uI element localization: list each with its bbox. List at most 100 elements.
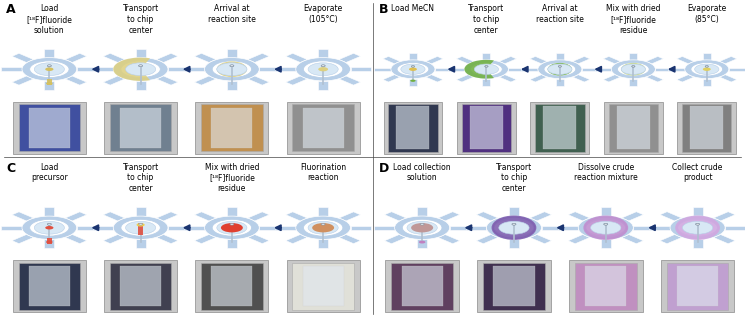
- Text: Evaporate
(85°C): Evaporate (85°C): [687, 4, 726, 24]
- Polygon shape: [676, 56, 694, 64]
- Circle shape: [217, 63, 247, 76]
- Circle shape: [685, 60, 729, 79]
- Polygon shape: [318, 49, 328, 58]
- Circle shape: [471, 62, 502, 76]
- FancyBboxPatch shape: [691, 107, 723, 149]
- Polygon shape: [12, 212, 34, 221]
- Polygon shape: [318, 207, 328, 216]
- Circle shape: [121, 219, 160, 236]
- Polygon shape: [668, 68, 685, 71]
- Polygon shape: [693, 239, 703, 248]
- Text: Fluorination
reaction: Fluorination reaction: [300, 163, 346, 182]
- Circle shape: [485, 66, 488, 67]
- Polygon shape: [375, 68, 391, 71]
- Polygon shape: [77, 67, 98, 71]
- Circle shape: [558, 66, 562, 67]
- Polygon shape: [542, 226, 562, 230]
- Circle shape: [321, 223, 325, 225]
- Polygon shape: [483, 53, 490, 60]
- FancyBboxPatch shape: [110, 262, 171, 310]
- FancyBboxPatch shape: [677, 101, 736, 154]
- Polygon shape: [339, 235, 361, 244]
- Polygon shape: [136, 207, 145, 216]
- Circle shape: [694, 64, 719, 74]
- Polygon shape: [92, 226, 113, 230]
- Polygon shape: [448, 68, 464, 71]
- Circle shape: [48, 65, 51, 67]
- Bar: [47, 238, 52, 244]
- Circle shape: [419, 241, 425, 243]
- Polygon shape: [499, 75, 516, 82]
- FancyBboxPatch shape: [609, 104, 658, 152]
- FancyBboxPatch shape: [391, 262, 453, 310]
- Text: Transport
to chip
center: Transport to chip center: [496, 163, 532, 193]
- Circle shape: [591, 221, 621, 234]
- Polygon shape: [646, 56, 663, 64]
- Polygon shape: [136, 49, 145, 58]
- Ellipse shape: [492, 217, 536, 239]
- FancyBboxPatch shape: [470, 107, 503, 149]
- Circle shape: [494, 219, 533, 236]
- Circle shape: [612, 60, 656, 79]
- Polygon shape: [194, 76, 216, 85]
- FancyBboxPatch shape: [29, 266, 70, 306]
- Circle shape: [420, 223, 424, 225]
- Text: Collect crude
product: Collect crude product: [673, 163, 723, 182]
- Text: Load MeCN: Load MeCN: [391, 4, 434, 13]
- Circle shape: [217, 63, 247, 76]
- Polygon shape: [248, 212, 269, 221]
- Text: Evaporate
(105°C): Evaporate (105°C): [303, 4, 343, 24]
- Circle shape: [604, 223, 608, 225]
- Circle shape: [312, 223, 334, 232]
- Text: C: C: [6, 162, 15, 175]
- FancyBboxPatch shape: [287, 101, 360, 154]
- Ellipse shape: [548, 63, 572, 75]
- Polygon shape: [693, 207, 703, 216]
- Circle shape: [544, 62, 576, 76]
- Polygon shape: [729, 68, 745, 71]
- Polygon shape: [275, 67, 296, 71]
- Circle shape: [22, 216, 77, 239]
- Circle shape: [391, 60, 435, 79]
- Circle shape: [632, 66, 635, 67]
- Circle shape: [34, 63, 64, 76]
- Circle shape: [402, 219, 442, 236]
- Circle shape: [696, 223, 700, 225]
- Polygon shape: [374, 226, 395, 230]
- Circle shape: [126, 63, 156, 76]
- Polygon shape: [522, 68, 538, 71]
- Text: Load collection
solution: Load collection solution: [393, 163, 451, 182]
- FancyBboxPatch shape: [478, 260, 551, 312]
- Circle shape: [512, 223, 516, 225]
- Circle shape: [475, 64, 498, 74]
- FancyBboxPatch shape: [293, 104, 354, 151]
- Polygon shape: [650, 226, 670, 230]
- Circle shape: [321, 223, 325, 225]
- Circle shape: [621, 64, 645, 74]
- Polygon shape: [318, 239, 328, 248]
- FancyBboxPatch shape: [586, 266, 627, 306]
- Polygon shape: [184, 67, 204, 71]
- Circle shape: [548, 64, 572, 74]
- Circle shape: [303, 219, 343, 236]
- Polygon shape: [457, 56, 474, 64]
- Circle shape: [485, 66, 488, 67]
- Polygon shape: [508, 68, 525, 71]
- Polygon shape: [194, 53, 216, 62]
- FancyBboxPatch shape: [19, 262, 80, 310]
- Circle shape: [621, 64, 645, 74]
- Polygon shape: [136, 81, 145, 90]
- Polygon shape: [136, 239, 145, 248]
- Polygon shape: [630, 53, 637, 60]
- Polygon shape: [156, 212, 178, 221]
- Polygon shape: [476, 235, 498, 244]
- Polygon shape: [383, 75, 400, 82]
- Polygon shape: [104, 212, 124, 221]
- Circle shape: [296, 58, 350, 81]
- Polygon shape: [568, 212, 590, 221]
- Polygon shape: [156, 76, 178, 85]
- Circle shape: [212, 219, 252, 236]
- Circle shape: [126, 221, 156, 234]
- Polygon shape: [509, 239, 519, 248]
- Circle shape: [578, 216, 633, 239]
